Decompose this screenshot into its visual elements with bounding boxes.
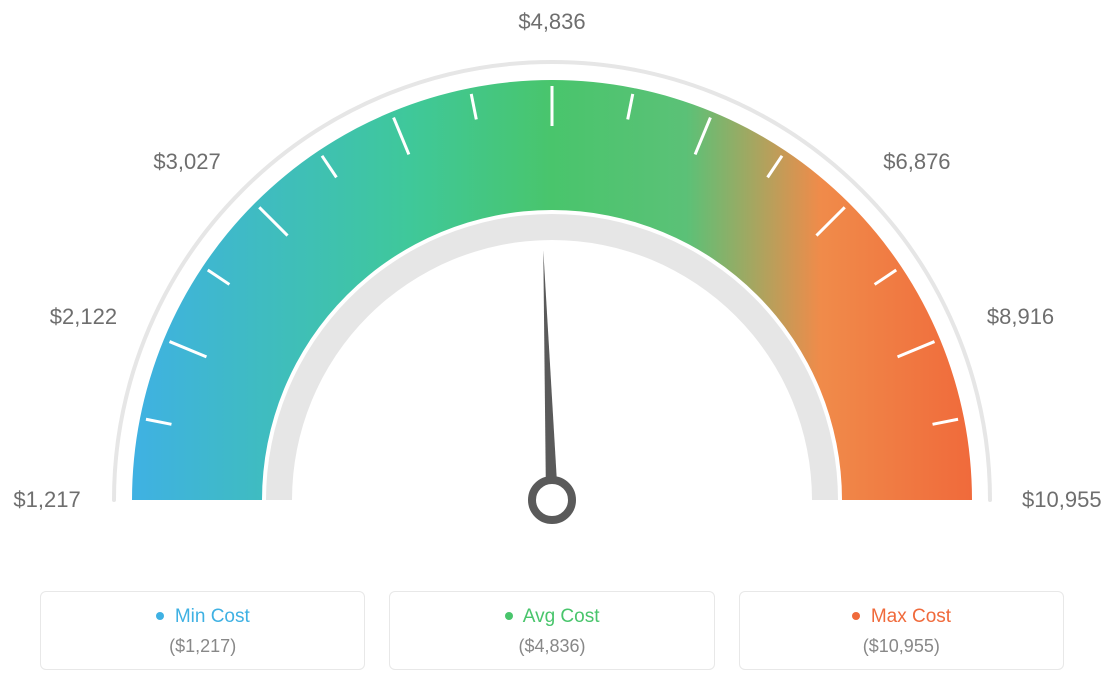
- legend-label-max: Max Cost: [871, 606, 951, 627]
- gauge-scale-label: $8,916: [987, 304, 1054, 330]
- gauge-svg: [0, 0, 1104, 560]
- legend-value-max: ($10,955): [750, 636, 1053, 657]
- gauge-scale-label: $10,955: [1022, 487, 1102, 513]
- legend-label-avg: Avg Cost: [523, 606, 600, 627]
- legend-row: Min Cost ($1,217) Avg Cost ($4,836) Max …: [0, 591, 1104, 670]
- legend-value-min: ($1,217): [51, 636, 354, 657]
- gauge-scale-label: $3,027: [153, 149, 220, 175]
- dot-icon: [156, 612, 164, 620]
- gauge-area: $1,217 $2,122 $3,027 $4,836 $6,876 $8,916 $10,…: [0, 0, 1104, 560]
- cost-gauge-chart: $1,217 $2,122 $3,027 $4,836 $6,876 $8,916 $10,…: [0, 0, 1104, 690]
- dot-icon: [505, 612, 513, 620]
- legend-title-avg: Avg Cost: [400, 606, 703, 628]
- legend-value-avg: ($4,836): [400, 636, 703, 657]
- legend-card-max: Max Cost ($10,955): [739, 591, 1064, 670]
- legend-card-min: Min Cost ($1,217): [40, 591, 365, 670]
- legend-title-min: Min Cost: [51, 606, 354, 628]
- gauge-scale-label: $1,217: [13, 487, 80, 513]
- gauge-scale-label: $6,876: [883, 149, 950, 175]
- dot-icon: [852, 612, 860, 620]
- legend-label-min: Min Cost: [175, 606, 250, 627]
- legend-card-avg: Avg Cost ($4,836): [389, 591, 714, 670]
- legend-title-max: Max Cost: [750, 606, 1053, 628]
- gauge-scale-label: $4,836: [518, 9, 585, 35]
- gauge-scale-label: $2,122: [50, 304, 117, 330]
